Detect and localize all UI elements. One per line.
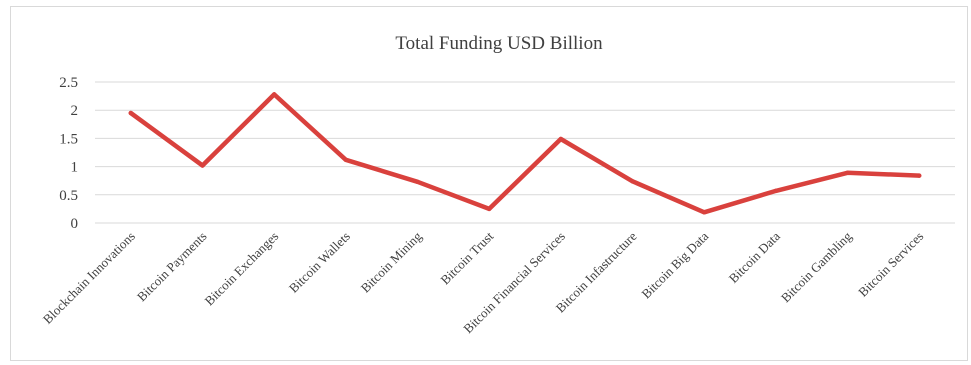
x-tick-label: Bitcoin Payments <box>134 229 210 305</box>
y-tick-label: 0.5 <box>59 188 78 204</box>
chart-title: Total Funding USD Billion <box>395 33 603 54</box>
series-layer <box>128 92 922 215</box>
y-tick-label: 1 <box>71 160 79 176</box>
gridlines <box>95 81 955 224</box>
y-tick-label: 0 <box>71 216 79 232</box>
x-tick-label: Bitcoin Gambling <box>778 228 855 305</box>
data-point <box>343 157 349 163</box>
series-line <box>128 92 922 215</box>
data-point <box>486 206 492 212</box>
data-point <box>271 92 277 97</box>
data-point <box>773 188 779 194</box>
line-chart: Total Funding USD Billion 0 0.5 1 1.5 2 2.5 B… <box>40 33 955 336</box>
x-tick-label: Bitcoin Services <box>855 229 926 300</box>
data-point <box>415 179 420 185</box>
data-point <box>630 179 635 184</box>
x-tick-label: Blockchain Innovations <box>40 229 138 327</box>
x-tick-label: Bitcoin Data <box>726 228 783 285</box>
data-point <box>558 136 564 142</box>
y-tick-label: 2 <box>71 103 79 119</box>
x-tick-label: Bitcoin Infastructure <box>553 228 640 315</box>
data-point <box>845 170 850 176</box>
x-tick-label: Bitcoin Trust <box>437 228 496 287</box>
data-point <box>916 173 922 178</box>
y-axis-ticks: 0 0.5 1 1.5 2 2.5 <box>59 75 78 232</box>
x-tick-label: Bitcoin Mining <box>358 228 425 295</box>
data-point <box>128 110 134 116</box>
y-tick-label: 1.5 <box>59 131 78 147</box>
data-point <box>200 163 205 168</box>
x-tick-label: Bitcoin Wallets <box>286 229 353 296</box>
data-point <box>701 210 707 215</box>
y-tick-label: 2.5 <box>59 75 78 91</box>
x-tick-label: Bitcoin Big Data <box>638 228 711 301</box>
chart-frame: Total Funding USD Billion 0 0.5 1 1.5 2 2.5 B… <box>10 6 968 361</box>
x-tick-label: Bitcoin Exchanges <box>201 229 281 309</box>
